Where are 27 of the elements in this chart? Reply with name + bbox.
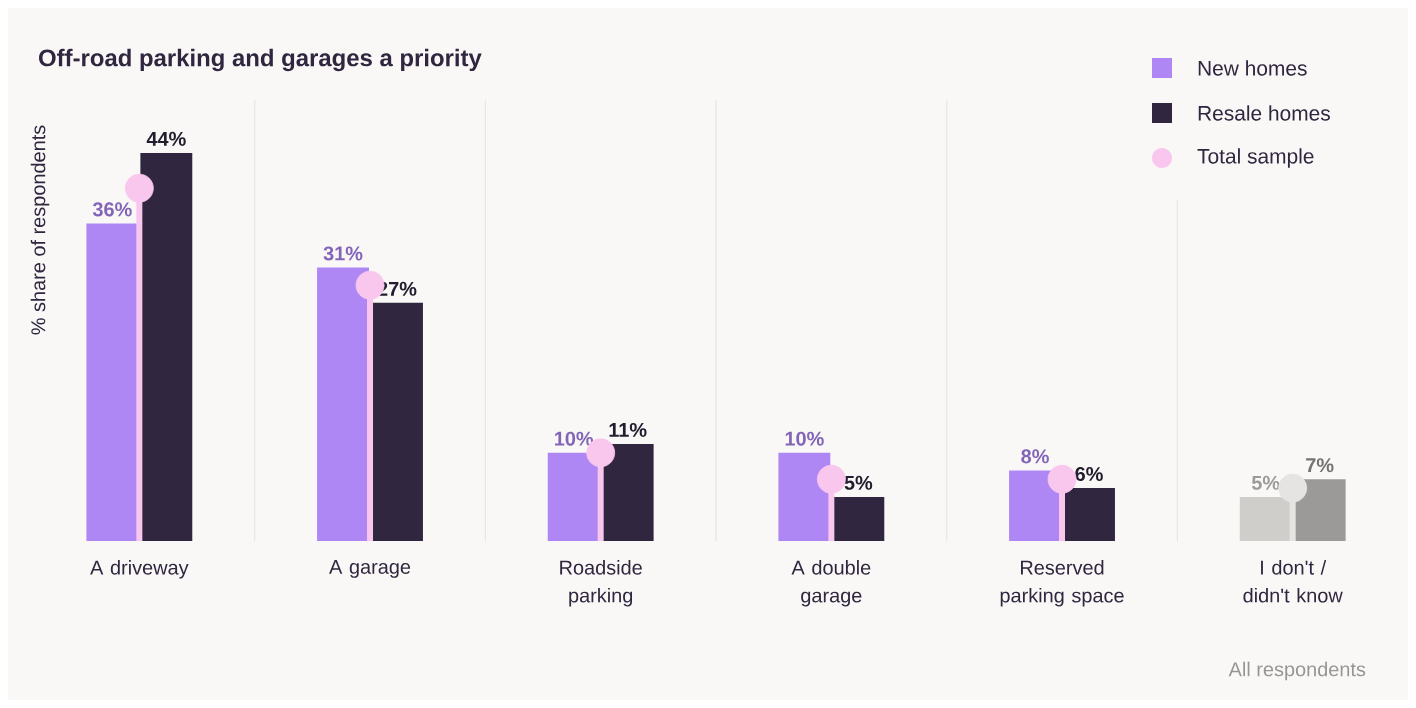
point [1047,464,1077,494]
data-label: 7% [1306,458,1334,473]
text: All respondents [1228,661,1366,681]
data-label: 44% [146,131,186,146]
data-label: 11% [609,422,647,437]
point [1278,473,1308,503]
data-label: 8% [1021,449,1049,464]
x-tick-label: I don't / didn't know [1243,560,1343,603]
data-label: 10% [785,431,824,446]
point [816,464,846,494]
x-tick-label: A driveway [90,560,189,579]
data-label: 5% [1251,475,1280,490]
chart-title: Off-road parking and garages a priority [39,48,482,72]
point [124,173,154,203]
y-axis-title: % share of respondents [30,125,50,335]
legend-label: Resale homes [1198,105,1330,121]
data-label: 5% [844,475,873,490]
x-tick-label: Roadside parking [560,560,642,607]
x-tick-label: A garage [329,560,411,578]
data-label: 31% [323,246,363,261]
data-label: 10% [555,431,594,446]
x-tick-label: A double garage [791,560,871,607]
data-label: 36% [92,202,132,217]
legend-label: Total sample [1197,148,1314,168]
data-label: 6% [1075,466,1103,482]
x-tick-label: Reserved parking space [1000,560,1124,607]
legend-label: New homes [1198,60,1307,76]
